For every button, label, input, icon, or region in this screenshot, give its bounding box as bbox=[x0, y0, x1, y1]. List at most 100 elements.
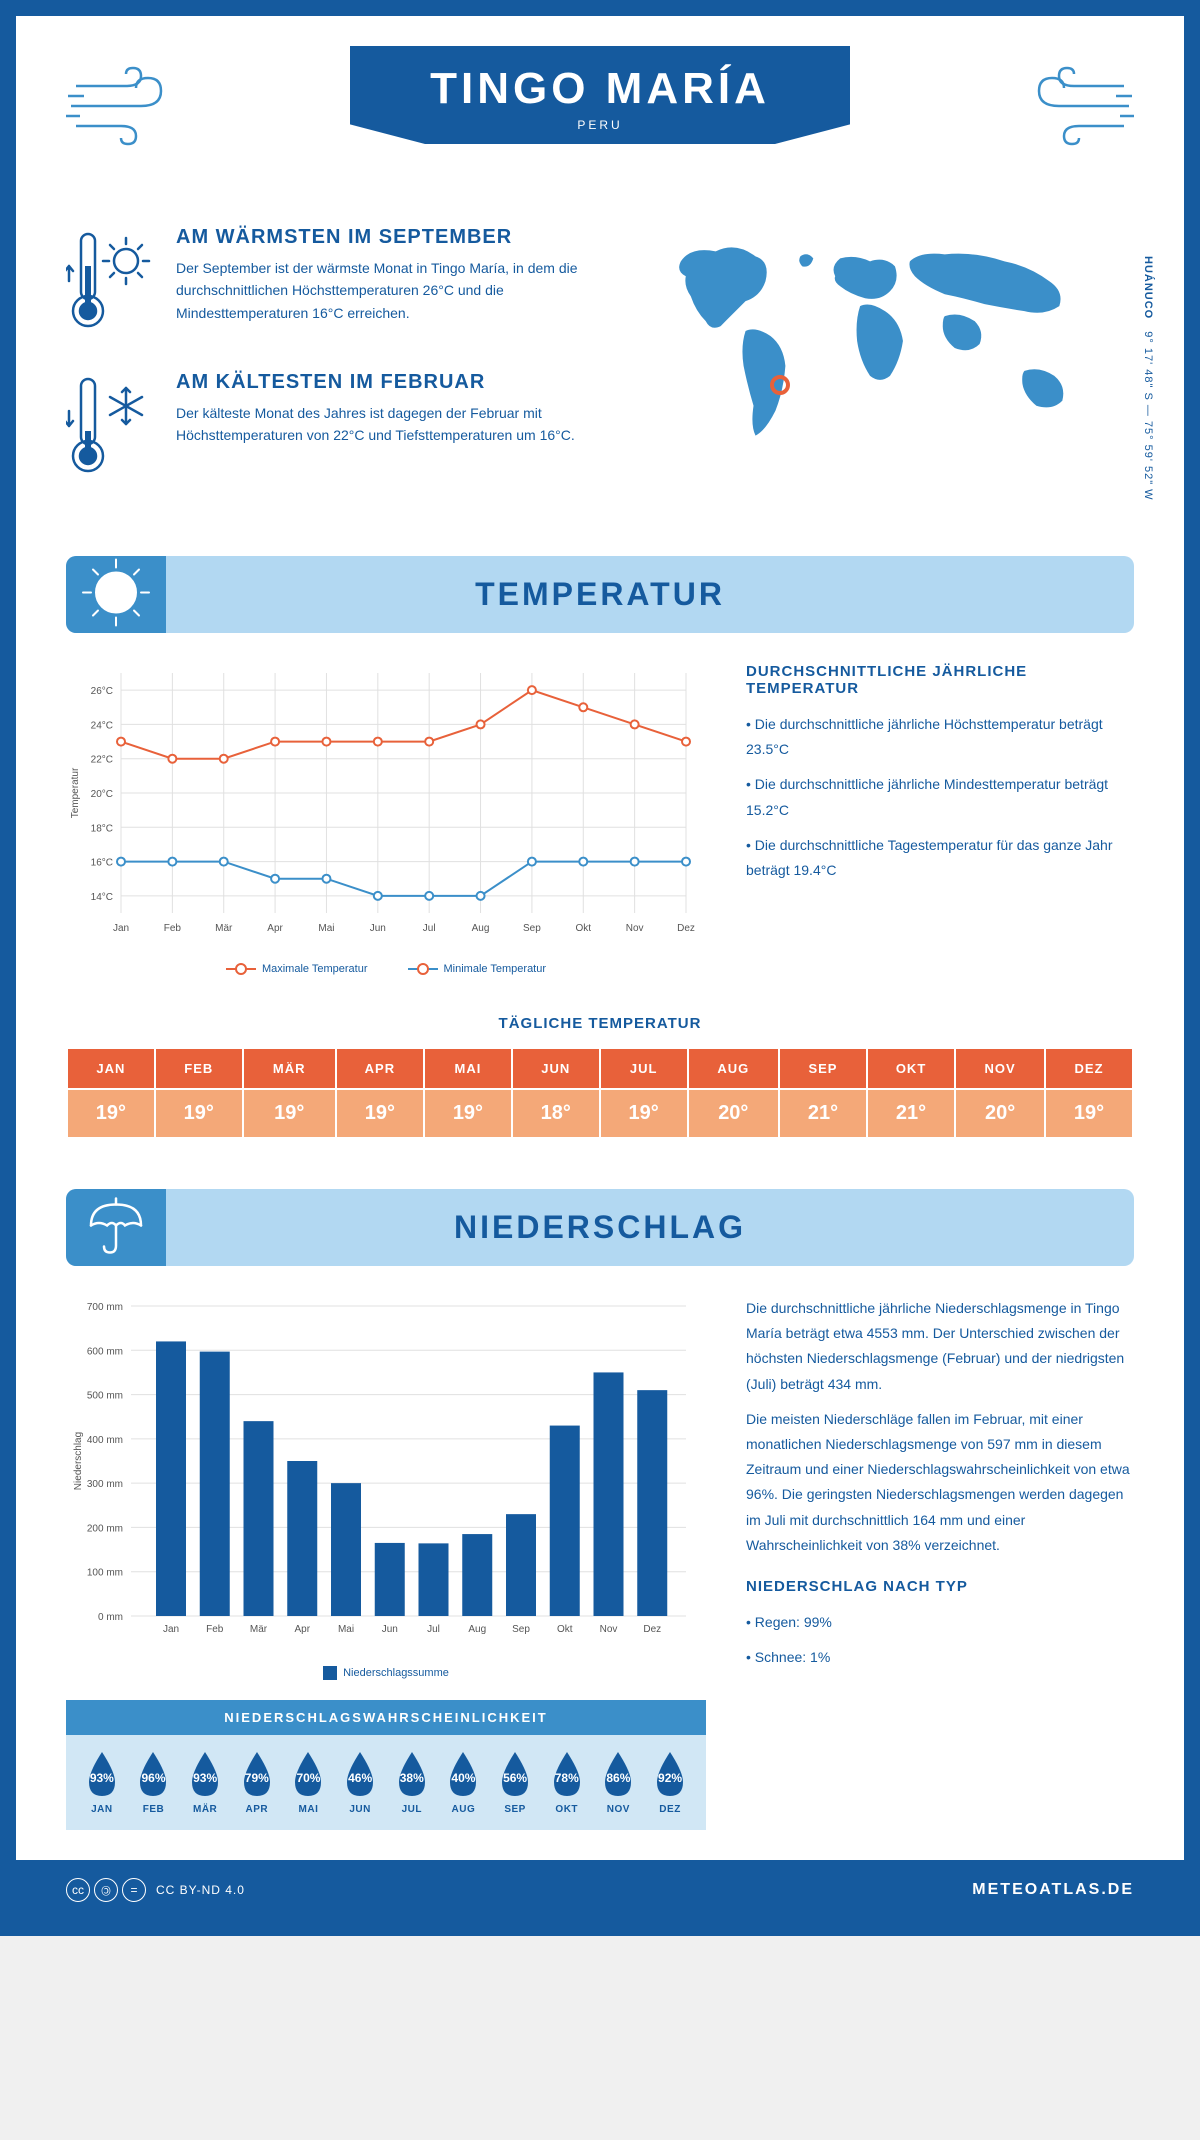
svg-text:500 mm: 500 mm bbox=[87, 1391, 123, 1402]
wind-icon-left bbox=[66, 66, 176, 151]
table-cell: 21° bbox=[867, 1089, 955, 1138]
svg-text:Nov: Nov bbox=[600, 1624, 618, 1635]
temperature-line-chart: 14°C16°C18°C20°C22°C24°C26°CJanFebMärApr… bbox=[66, 663, 706, 953]
svg-text:0 mm: 0 mm bbox=[98, 1612, 123, 1623]
svg-text:100 mm: 100 mm bbox=[87, 1568, 123, 1579]
page-title: TINGO MARÍA bbox=[350, 64, 850, 114]
table-cell: 19° bbox=[67, 1089, 155, 1138]
table-cell: DEZ bbox=[1045, 1048, 1133, 1089]
precip-chart-legend: Niederschlagssumme bbox=[66, 1666, 706, 1680]
svg-text:Sep: Sep bbox=[523, 923, 541, 934]
probability-drop: 96% FEB bbox=[132, 1750, 174, 1815]
map-svg bbox=[636, 226, 1134, 466]
table-cell: FEB bbox=[155, 1048, 243, 1089]
coldest-text: Der kälteste Monat des Jahres ist dagege… bbox=[176, 402, 606, 447]
table-cell: MÄR bbox=[243, 1048, 336, 1089]
table-cell: MAI bbox=[424, 1048, 512, 1089]
table-cell: 19° bbox=[243, 1089, 336, 1138]
coldest-info: AM KÄLTESTEN IM FEBRUAR Der kälteste Mon… bbox=[66, 371, 606, 486]
table-cell: AUG bbox=[688, 1048, 779, 1089]
warmest-info: AM WÄRMSTEN IM SEPTEMBER Der September i… bbox=[66, 226, 606, 341]
table-cell: 19° bbox=[336, 1089, 424, 1138]
precipitation-bar-chart: 0 mm100 mm200 mm300 mm400 mm500 mm600 mm… bbox=[66, 1296, 706, 1656]
precipitation-text: Die durchschnittliche jährliche Niedersc… bbox=[746, 1296, 1134, 1830]
svg-text:Apr: Apr bbox=[294, 1624, 310, 1635]
table-cell: APR bbox=[336, 1048, 424, 1089]
site-name: METEOATLAS.DE bbox=[972, 1881, 1134, 1899]
probability-drop: 38% JUL bbox=[391, 1750, 433, 1815]
svg-text:22°C: 22°C bbox=[91, 755, 113, 766]
svg-text:Feb: Feb bbox=[164, 923, 182, 934]
table-cell: 20° bbox=[688, 1089, 779, 1138]
table-cell: 19° bbox=[1045, 1089, 1133, 1138]
table-cell: SEP bbox=[779, 1048, 867, 1089]
svg-text:Dez: Dez bbox=[677, 923, 695, 934]
probability-section: NIEDERSCHLAGSWAHRSCHEINLICHKEIT 93% JAN … bbox=[66, 1700, 706, 1830]
svg-text:Aug: Aug bbox=[468, 1624, 486, 1635]
probability-drop: 78% OKT bbox=[546, 1750, 588, 1815]
svg-text:Mai: Mai bbox=[318, 923, 334, 934]
probability-drop: 93% MÄR bbox=[184, 1750, 226, 1815]
svg-text:Apr: Apr bbox=[267, 923, 283, 934]
page-subtitle: PERU bbox=[350, 118, 850, 132]
precipitation-title: NIEDERSCHLAG bbox=[86, 1209, 1114, 1246]
svg-text:Dez: Dez bbox=[643, 1624, 661, 1635]
svg-text:700 mm: 700 mm bbox=[87, 1302, 123, 1313]
svg-text:Jun: Jun bbox=[382, 1624, 398, 1635]
daily-temp-table: JANFEBMÄRAPRMAIJUNJULAUGSEPOKTNOVDEZ 19°… bbox=[66, 1047, 1134, 1139]
thermometer-cold-icon bbox=[66, 371, 156, 486]
probability-drop: 92% DEZ bbox=[649, 1750, 691, 1815]
svg-text:18°C: 18°C bbox=[91, 823, 113, 834]
table-cell: 21° bbox=[779, 1089, 867, 1138]
temperature-section-header: TEMPERATUR bbox=[66, 556, 1134, 633]
svg-text:300 mm: 300 mm bbox=[87, 1479, 123, 1490]
header: TINGO MARÍA PERU bbox=[66, 46, 1134, 226]
table-cell: JUL bbox=[600, 1048, 688, 1089]
license-text: CC BY-ND 4.0 bbox=[156, 1883, 245, 1897]
probability-drop: 93% JAN bbox=[81, 1750, 123, 1815]
svg-text:600 mm: 600 mm bbox=[87, 1346, 123, 1357]
probability-drop: 79% APR bbox=[236, 1750, 278, 1815]
thermometer-hot-icon bbox=[66, 226, 156, 341]
svg-text:24°C: 24°C bbox=[91, 720, 113, 731]
table-cell: 19° bbox=[600, 1089, 688, 1138]
title-banner: TINGO MARÍA PERU bbox=[350, 46, 850, 144]
svg-text:Sep: Sep bbox=[512, 1624, 530, 1635]
daily-temp-title: TÄGLICHE TEMPERATUR bbox=[66, 1015, 1134, 1032]
svg-text:Okt: Okt bbox=[557, 1624, 573, 1635]
svg-text:Jan: Jan bbox=[113, 923, 129, 934]
svg-text:Mär: Mär bbox=[215, 923, 233, 934]
table-cell: 19° bbox=[424, 1089, 512, 1138]
probability-drop: 46% JUN bbox=[339, 1750, 381, 1815]
svg-text:14°C: 14°C bbox=[91, 892, 113, 903]
warmest-text: Der September ist der wärmste Monat in T… bbox=[176, 257, 606, 324]
footer: cc 🄯 = CC BY-ND 4.0 METEOATLAS.DE bbox=[16, 1860, 1184, 1920]
svg-text:Feb: Feb bbox=[206, 1624, 224, 1635]
svg-text:26°C: 26°C bbox=[91, 686, 113, 697]
table-cell: OKT bbox=[867, 1048, 955, 1089]
temperature-stats: DURCHSCHNITTLICHE JÄHRLICHE TEMPERATUR •… bbox=[746, 663, 1134, 975]
table-cell: 18° bbox=[512, 1089, 600, 1138]
table-cell: NOV bbox=[955, 1048, 1045, 1089]
svg-text:20°C: 20°C bbox=[91, 789, 113, 800]
cc-icons: cc 🄯 = bbox=[66, 1878, 146, 1902]
table-cell: JAN bbox=[67, 1048, 155, 1089]
svg-text:Jun: Jun bbox=[370, 923, 386, 934]
wind-icon-right bbox=[1024, 66, 1134, 151]
svg-text:Mai: Mai bbox=[338, 1624, 354, 1635]
probability-drop: 40% AUG bbox=[442, 1750, 484, 1815]
probability-drop: 86% NOV bbox=[597, 1750, 639, 1815]
temp-chart-legend: .legend-line:nth-child(1)::after{border-… bbox=[66, 963, 706, 975]
sun-icon bbox=[81, 557, 151, 632]
svg-text:Nov: Nov bbox=[626, 923, 644, 934]
warmest-title: AM WÄRMSTEN IM SEPTEMBER bbox=[176, 226, 606, 249]
temperature-title: TEMPERATUR bbox=[86, 576, 1114, 613]
svg-text:Jan: Jan bbox=[163, 1624, 179, 1635]
table-cell: JUN bbox=[512, 1048, 600, 1089]
svg-text:Temperatur: Temperatur bbox=[70, 767, 81, 818]
probability-drop: 56% SEP bbox=[494, 1750, 536, 1815]
svg-text:Aug: Aug bbox=[472, 923, 490, 934]
svg-text:Mär: Mär bbox=[250, 1624, 268, 1635]
svg-text:200 mm: 200 mm bbox=[87, 1523, 123, 1534]
svg-text:Niederschlag: Niederschlag bbox=[73, 1432, 84, 1490]
